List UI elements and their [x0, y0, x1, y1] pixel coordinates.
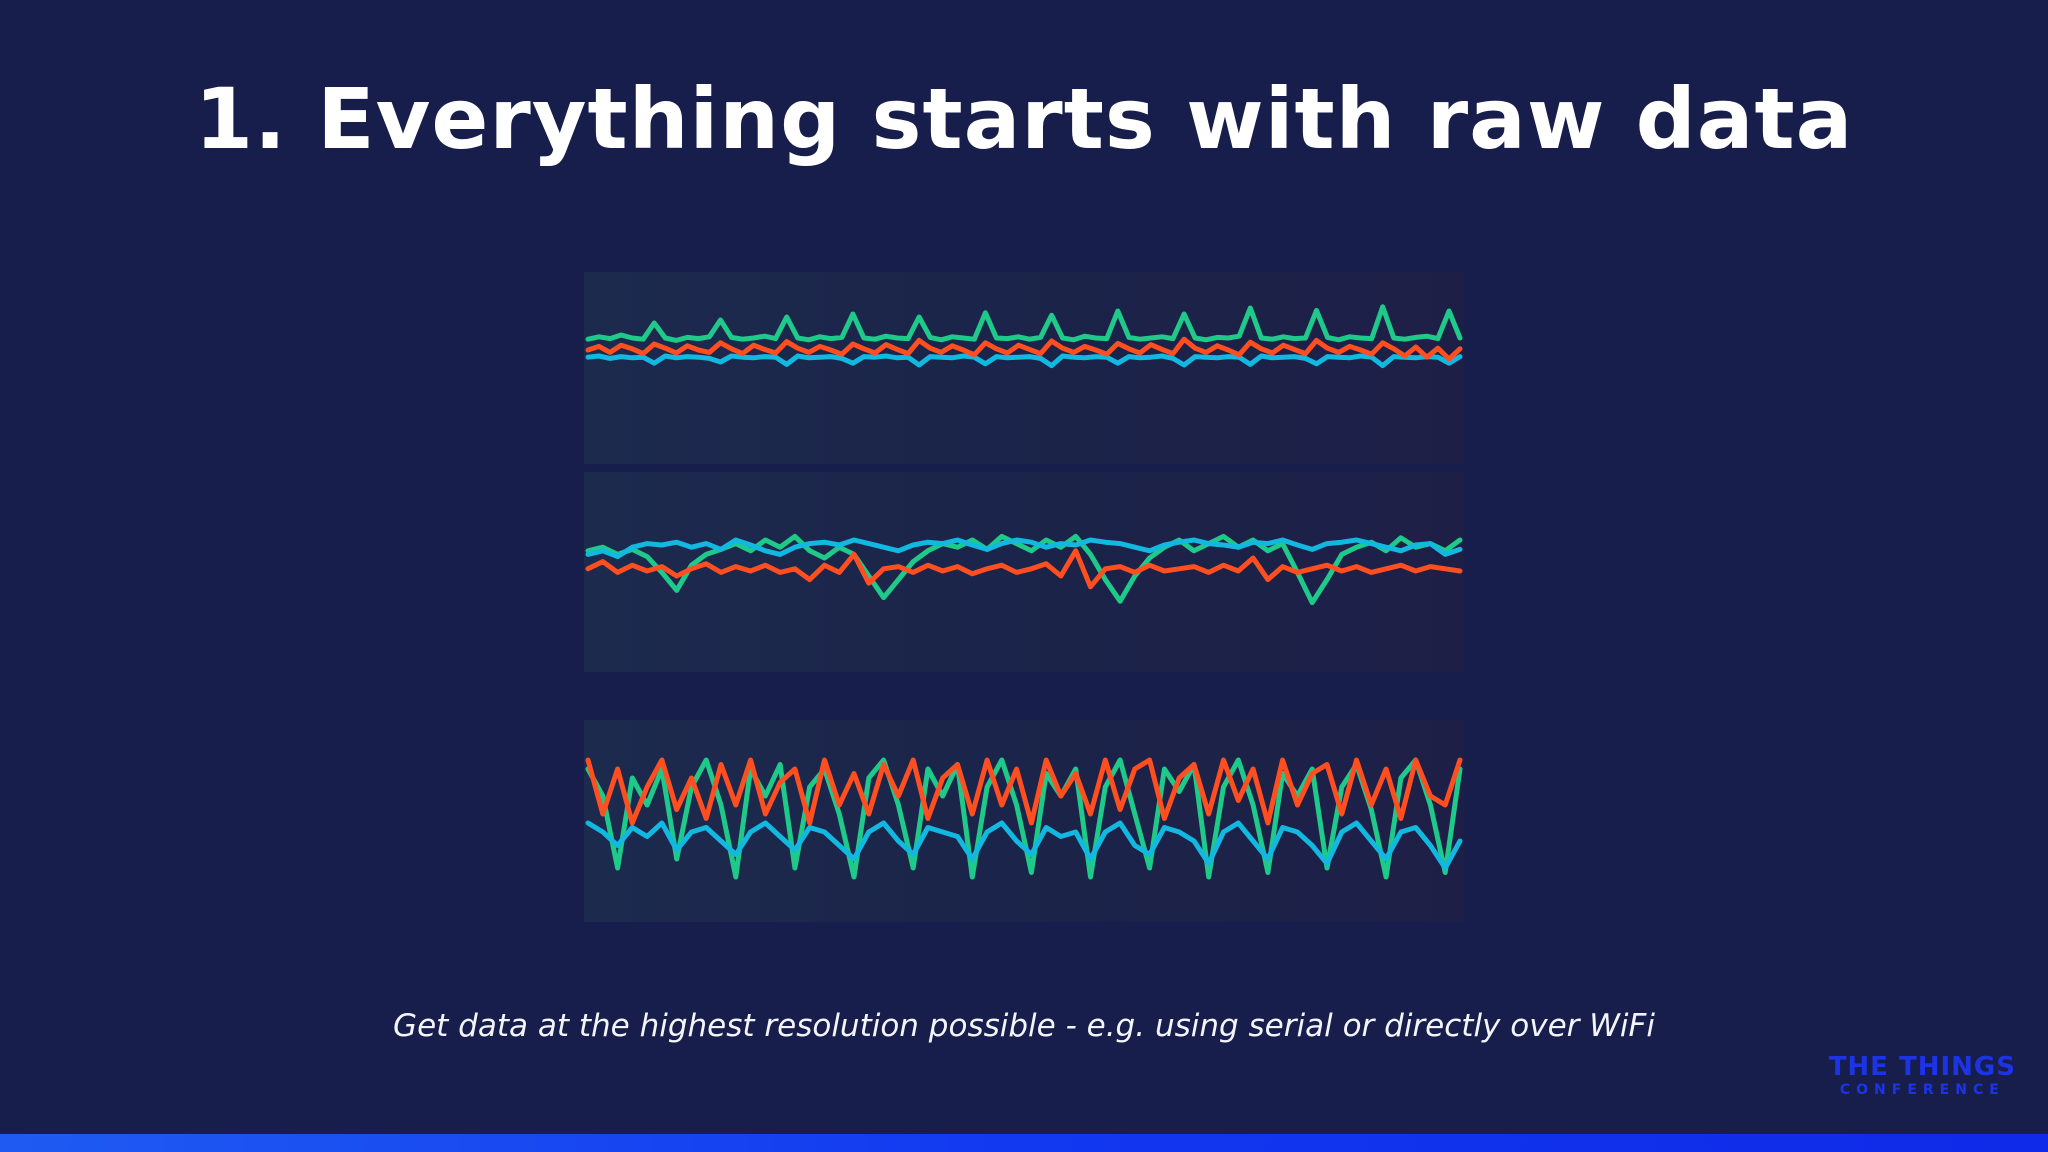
- chart-2-series-3-line: [585, 548, 1463, 590]
- chart-3-svg: [585, 757, 1463, 880]
- slide-title: 1. Everything starts with raw data: [194, 70, 1854, 168]
- slide-caption: Get data at the highest resolution possi…: [393, 1008, 1655, 1044]
- chart-2-series-2-line: [585, 537, 1463, 560]
- chart-1-series-1-line: [585, 304, 1463, 343]
- chart-1-series-3-line: [585, 336, 1463, 362]
- chart-1-svg: [585, 304, 1463, 369]
- raw-data-chart-2: [584, 472, 1464, 672]
- logo-line-1: THE THINGS: [1828, 1052, 2016, 1082]
- bottom-accent-bar: [0, 1134, 2048, 1152]
- conference-logo: THE THINGS CONFERENCE: [1829, 1053, 2016, 1099]
- chart-3-series-2-line: [585, 820, 1463, 871]
- chart-2-series-1-line: [585, 533, 1463, 606]
- chart-1-series-2-line: [585, 353, 1463, 369]
- chart-2-svg: [585, 533, 1463, 606]
- raw-data-chart-3: [584, 720, 1464, 922]
- chart-3-series-1-line: [585, 757, 1463, 880]
- chart-3-series-3-line: [585, 757, 1463, 826]
- raw-data-chart-1: [584, 272, 1464, 464]
- logo-line-2: CONFERENCE: [1839, 1082, 2005, 1098]
